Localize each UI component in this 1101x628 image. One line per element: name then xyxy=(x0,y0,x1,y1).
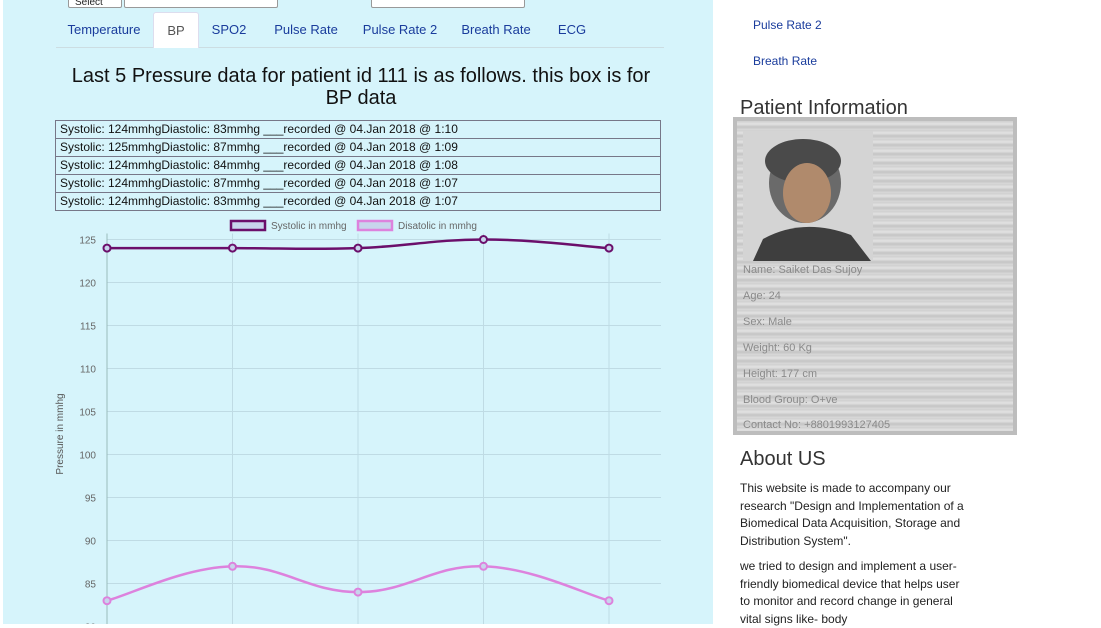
y-tick-label: 90 xyxy=(85,537,97,548)
legend-swatch xyxy=(356,219,394,232)
table-row: Systolic: 124mmhgDiastolic: 83mmhg ___re… xyxy=(55,120,661,139)
data-point xyxy=(353,243,363,253)
table-row: Systolic: 124mmhgDiastolic: 84mmhg ___re… xyxy=(55,156,661,175)
table-row: Systolic: 124mmhgDiastolic: 87mmhg ___re… xyxy=(55,174,661,193)
sidebar-link-pulse-rate-2[interactable]: Pulse Rate 2 xyxy=(753,18,822,32)
patient-photo xyxy=(743,131,873,261)
data-point xyxy=(102,596,112,606)
select-dropdown[interactable]: Select xyxy=(68,0,122,8)
data-point xyxy=(102,243,112,253)
date-input-end[interactable] xyxy=(371,0,525,8)
patient-age: Age: 24 xyxy=(743,290,781,302)
legend-label: Systolic in mmhg xyxy=(271,221,347,232)
y-tick-label: 110 xyxy=(80,365,96,376)
patient-info-card: Name: Saiket Das Sujoy Age: 24 Sex: Male… xyxy=(733,117,1017,435)
data-point xyxy=(604,243,614,253)
table-row: Systolic: 124mmhgDiastolic: 83mmhg ___re… xyxy=(55,192,661,211)
sidebar: Pulse Rate 2 Breath Rate Patient Informa… xyxy=(713,0,1101,626)
bp-record: Systolic: 124mmhgDiastolic: 83mmhg ___re… xyxy=(55,120,661,139)
tab-spo2[interactable]: SPO2 xyxy=(211,22,247,37)
bp-heading: Last 5 Pressure data for patient id 111 … xyxy=(71,65,651,109)
y-tick-label: 125 xyxy=(79,236,96,247)
tab-temperature[interactable]: Temperature xyxy=(67,22,141,37)
y-tick-label: 100 xyxy=(79,451,96,462)
bp-record: Systolic: 124mmhgDiastolic: 84mmhg ___re… xyxy=(55,156,661,175)
y-axis-label: Pressure in mmhg xyxy=(55,393,66,474)
bp-data-table: Systolic: 124mmhgDiastolic: 83mmhg ___re… xyxy=(55,120,661,211)
about-us-title: About US xyxy=(740,448,826,470)
vitals-tabs: Temperature BP SPO2 Pulse Rate Pulse Rat… xyxy=(56,12,664,48)
patient-weight: Weight: 60 Kg xyxy=(743,342,812,354)
patient-name: Name: Saiket Das Sujoy xyxy=(743,264,863,276)
bp-line-chart: 125 120 115 110 105 100 95 90 85 80 Pressure in mm… xyxy=(55,219,661,625)
y-tick-label: 95 xyxy=(85,494,97,505)
y-tick-label: 85 xyxy=(85,580,97,591)
data-point xyxy=(479,561,488,571)
data-point xyxy=(228,561,237,571)
data-point xyxy=(228,243,237,253)
y-tick-label: 120 xyxy=(79,279,96,290)
bp-record: Systolic: 125mmhgDiastolic: 87mmhg ___re… xyxy=(55,138,661,157)
patient-sex: Sex: Male xyxy=(743,316,792,328)
data-point xyxy=(479,235,488,244)
y-tick-label: 80 xyxy=(85,623,97,625)
table-row: Systolic: 125mmhgDiastolic: 87mmhg ___re… xyxy=(55,138,661,157)
y-tick-label: 115 xyxy=(80,322,96,333)
date-input-start[interactable] xyxy=(124,0,278,8)
tab-pulse-rate[interactable]: Pulse Rate xyxy=(274,22,338,37)
data-point xyxy=(353,587,363,597)
data-point xyxy=(604,596,614,606)
bp-record: Systolic: 124mmhgDiastolic: 83mmhg ___re… xyxy=(55,192,661,211)
tab-pulse-rate-2[interactable]: Pulse Rate 2 xyxy=(362,22,438,37)
patient-blood-group: Blood Group: O+ve xyxy=(743,394,838,406)
legend-swatch xyxy=(229,219,267,232)
y-tick-label: 105 xyxy=(79,408,96,419)
patient-info-title: Patient Information xyxy=(740,97,908,119)
sidebar-link-breath-rate[interactable]: Breath Rate xyxy=(753,54,818,68)
patient-info-body: Name: Saiket Das Sujoy Age: 24 Sex: Male… xyxy=(737,121,1013,431)
tab-breath-rate[interactable]: Breath Rate xyxy=(461,22,531,37)
patient-height: Height: 177 cm xyxy=(743,368,817,380)
patient-contact: Contact No: +8801993127405 xyxy=(743,419,891,431)
bp-record: Systolic: 124mmhgDiastolic: 87mmhg ___re… xyxy=(55,174,661,193)
tab-ecg[interactable]: ECG xyxy=(557,22,587,37)
about-us-paragraph-2: we tried to design and implement a user-… xyxy=(740,559,960,626)
select-label: Select xyxy=(75,0,103,8)
about-us-paragraph-1: This website is made to accompany our re… xyxy=(740,481,964,548)
legend-label: Disatolic in mmhg xyxy=(398,221,477,232)
tab-bp[interactable]: BP xyxy=(153,12,199,48)
main-panel: Select Temperature BP SPO2 Pulse Rate Pu… xyxy=(3,0,713,624)
